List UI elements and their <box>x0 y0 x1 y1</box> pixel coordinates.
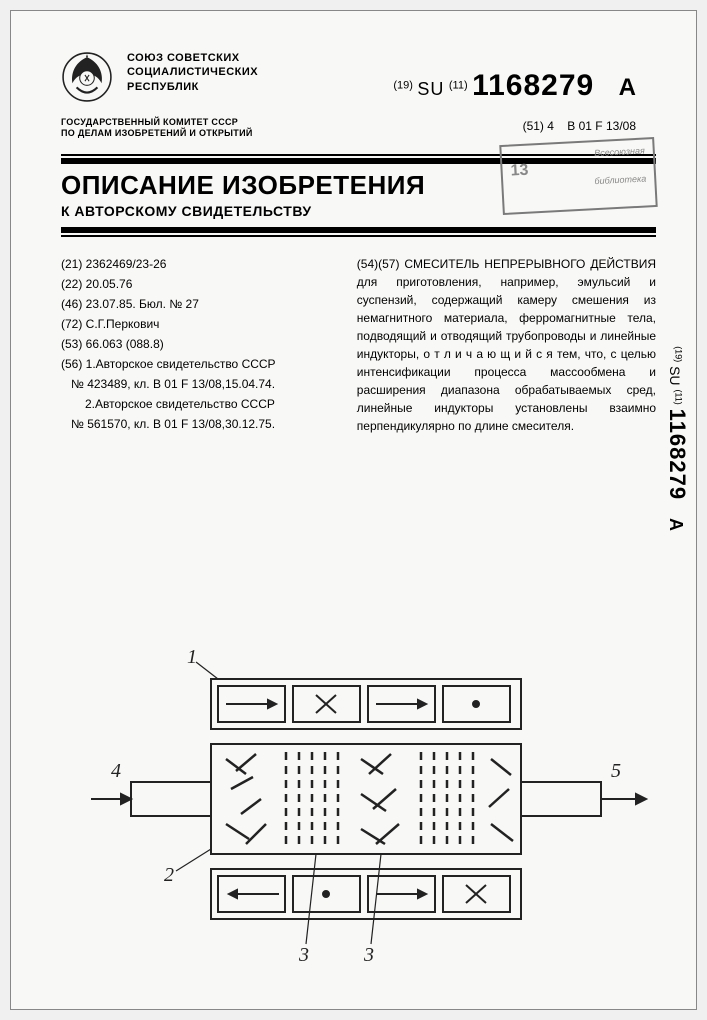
code-19: (19) <box>674 346 684 362</box>
code-11: (11) <box>674 389 684 404</box>
rule <box>61 227 656 233</box>
code-19: (19) <box>393 80 413 92</box>
ref-line: № 423489, кл. B 01 F 13/08,15.04.74. <box>61 375 323 393</box>
abstract-column: (54)(57) СМЕСИТЕЛЬ НЕПРЕРЫВНОГО ДЕЙСТВИЯ… <box>357 255 656 435</box>
library-stamp: Всесоюзная 13 библиотека <box>499 137 657 215</box>
ref-line: № 561570, кл. B 01 F 13/08,30.12.75. <box>61 415 323 433</box>
fig-label-2: 2 <box>164 864 174 886</box>
country-name: СОЮЗ СОВЕТСКИХ СОЦИАЛИСТИЧЕСКИХ РЕСПУБЛИ… <box>127 51 258 94</box>
country-code: SU <box>667 366 683 385</box>
field-53: (53) 66.063 (088.8) <box>61 335 323 353</box>
fig-label-3a: 3 <box>298 944 309 966</box>
country-code: SU <box>417 79 444 99</box>
code-11: (11) <box>449 80 468 92</box>
ref-line: (56) 1.Авторское свидетельство СССР <box>61 355 323 373</box>
mpk-code: B 01 F 13/08 <box>567 119 636 133</box>
doc-number: 1168279 <box>665 409 690 500</box>
bibliography-column: (21) 2362469/23-26 (22) 20.05.76 (46) 23… <box>61 255 323 435</box>
country-line: СОЦИАЛИСТИЧЕСКИХ <box>127 65 258 79</box>
fig-label-5: 5 <box>611 760 621 782</box>
mpk-prefix: (51) 4 <box>523 119 554 133</box>
content-columns: (21) 2362469/23-26 (22) 20.05.76 (46) 23… <box>61 255 656 435</box>
country-line: СОЮЗ СОВЕТСКИХ <box>127 51 258 65</box>
field-72: (72) С.Г.Перкович <box>61 315 323 333</box>
fig-label-1: 1 <box>187 649 197 668</box>
doc-kind: A <box>666 518 686 531</box>
field-46: (46) 23.07.85. Бюл. № 27 <box>61 295 323 313</box>
ref-line: 2.Авторское свидетельство СССР <box>61 395 323 413</box>
rule <box>61 235 656 237</box>
country-line: РЕСПУБЛИК <box>127 80 258 94</box>
side-document-id: (19) SU (11) 1168279 A <box>664 346 690 531</box>
fig-label-3b: 3 <box>363 944 374 966</box>
document-id: (19) SU (11) 1168279 A <box>393 69 636 103</box>
page: СОЮЗ СОВЕТСКИХ СОЦИАЛИСТИЧЕСКИХ РЕСПУБЛИ… <box>10 10 697 1010</box>
doc-number: 1168279 <box>472 69 594 102</box>
mpk-classification: (51) 4 B 01 F 13/08 <box>523 119 636 133</box>
technical-diagram: 1 2 3 3 4 5 <box>61 649 671 979</box>
ussr-emblem-icon <box>61 51 113 103</box>
doc-kind: A <box>619 74 636 101</box>
field-21: (21) 2362469/23-26 <box>61 255 323 273</box>
field-56: (56) 1.Авторское свидетельство СССР № 42… <box>61 355 323 433</box>
field-22: (22) 20.05.76 <box>61 275 323 293</box>
fig-label-4: 4 <box>111 760 121 782</box>
